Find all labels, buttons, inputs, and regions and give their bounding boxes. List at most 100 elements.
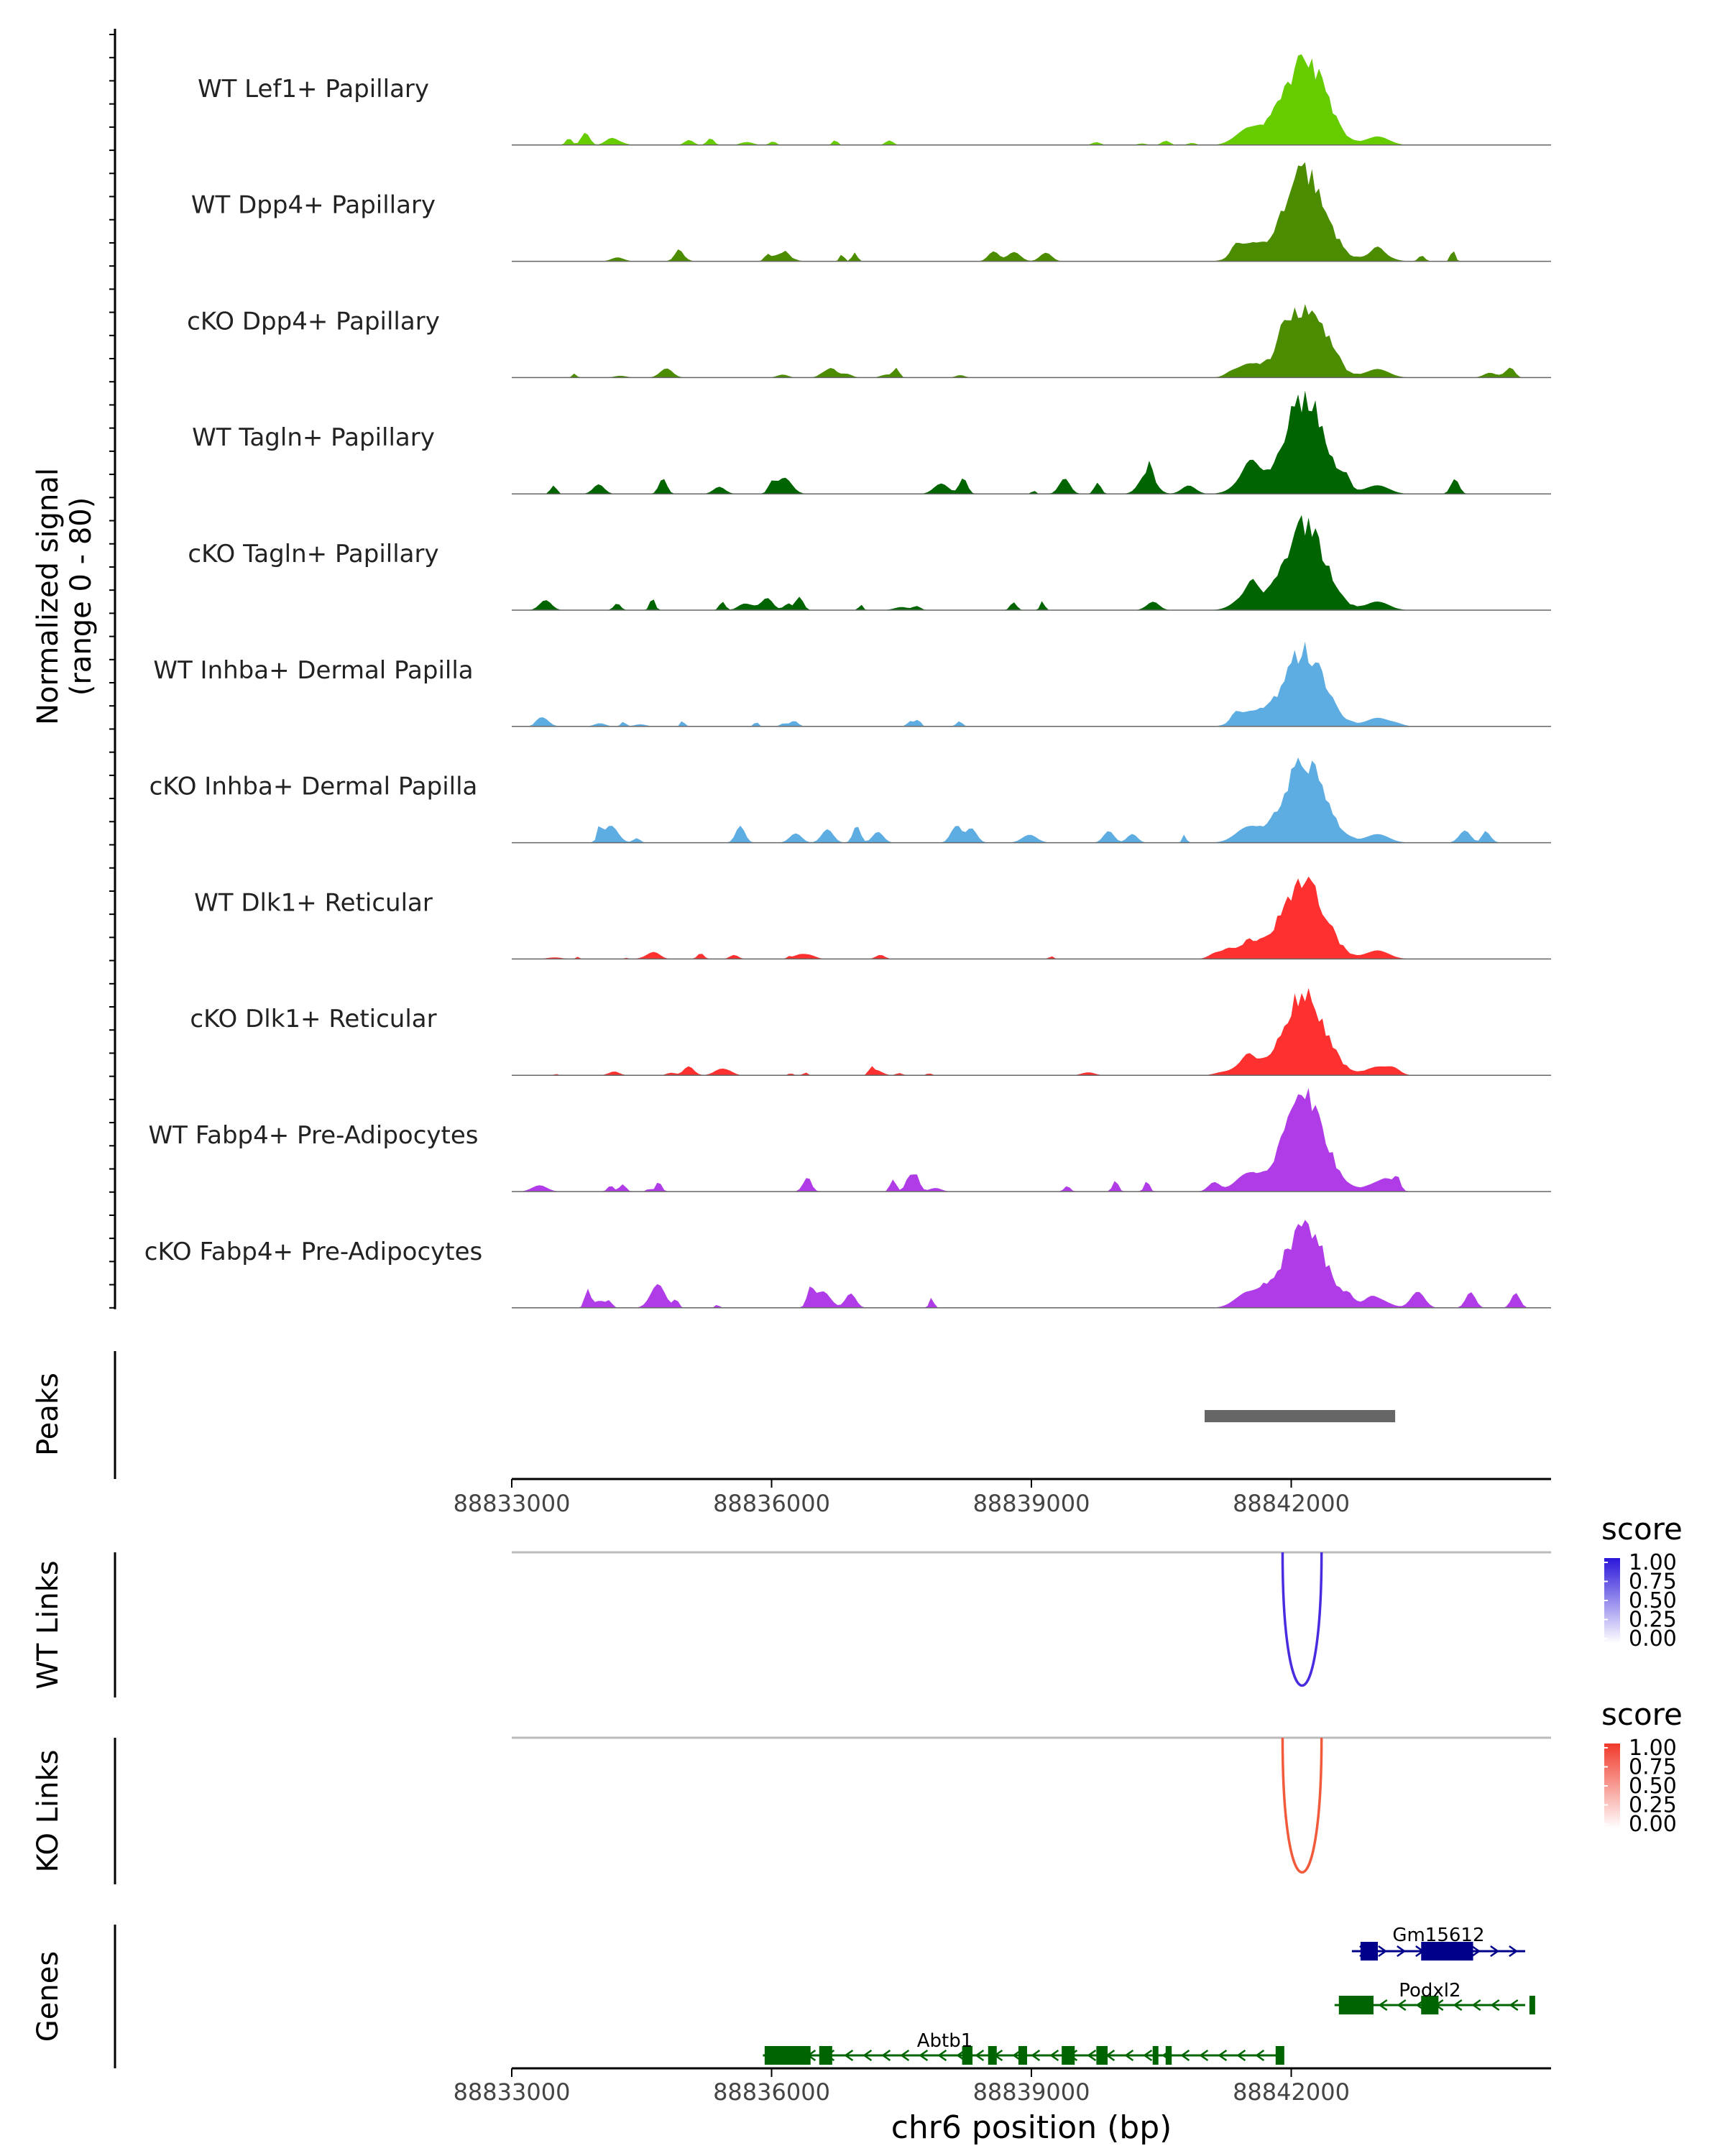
- gene-strand-chevron: [844, 2049, 854, 2062]
- gene-strand-chevron: [1378, 1999, 1388, 2012]
- gene-exon: [819, 2046, 832, 2065]
- coverage-y-title: Normalized signal(range 0 - 80): [32, 468, 98, 725]
- track-label: WT Tagln+ Papillary: [192, 423, 435, 452]
- track-label: WT Fabp4+ Pre-Adipocytes: [149, 1121, 479, 1150]
- coverage-area-11: [512, 1220, 1551, 1308]
- gene-exon: [1275, 2046, 1284, 2065]
- coverage-area-2: [512, 162, 1551, 262]
- coverage-area-9: [512, 987, 1551, 1076]
- links-title: KO Links: [32, 1750, 65, 1873]
- gene-strand-chevron: [975, 2049, 985, 2062]
- legend-title: score: [1601, 1697, 1683, 1732]
- gene-strand-chevron: [1143, 2049, 1153, 2062]
- gene-strand-chevron: [1471, 1999, 1481, 2012]
- gene-exon: [1165, 2046, 1172, 2065]
- links-title: WT Links: [32, 1560, 65, 1689]
- gene-exon: [1421, 1996, 1439, 2014]
- gene-strand-chevron: [1378, 1945, 1388, 1958]
- gene-strand-chevron: [1255, 2049, 1265, 2062]
- legend-tick-label: 0.00: [1629, 1812, 1677, 1837]
- genes-x-tick-label: 88839000: [973, 2078, 1090, 2106]
- x-tick-label: 88833000: [454, 1490, 571, 1517]
- genes-x-tick-label: 88833000: [454, 2078, 571, 2106]
- coverage-area-7: [512, 757, 1551, 843]
- gene-strand-chevron: [1509, 1945, 1519, 1958]
- gene-label: Abtb1: [917, 2030, 973, 2052]
- genes-title: Genes: [32, 1951, 65, 2042]
- track-label: cKO Fabp4+ Pre-Adipocytes: [144, 1238, 483, 1266]
- gene-strand-chevron: [1049, 2049, 1059, 2062]
- peak-region: [1205, 1410, 1396, 1422]
- x-tick-label: 88839000: [973, 1490, 1090, 1517]
- legend-tick-label: 1.00: [1629, 1736, 1677, 1761]
- coverage-y-title-line: (range 0 - 80): [65, 497, 98, 696]
- gene-label: Gm15612: [1392, 1925, 1484, 1946]
- legend-tick-label: 0.25: [1629, 1793, 1677, 1818]
- gene-exon: [1018, 2046, 1027, 2065]
- legend-tick-label: 0.50: [1629, 1588, 1677, 1613]
- gene-strand-chevron: [1490, 1945, 1500, 1958]
- gene-strand-chevron: [1471, 1945, 1481, 1958]
- gene-strand-chevron: [1180, 2049, 1190, 2062]
- gene-strand-chevron: [1397, 1945, 1407, 1958]
- track-label: cKO Dlk1+ Reticular: [190, 1005, 436, 1033]
- coverage-area-1: [512, 54, 1551, 145]
- legend-tick-label: 0.50: [1629, 1774, 1677, 1799]
- gene-strand-chevron: [1236, 2049, 1246, 2062]
- legend-tick-label: 0.00: [1629, 1626, 1677, 1651]
- genes-x-tick-label: 88842000: [1233, 2078, 1350, 2106]
- gene-strand-chevron: [1453, 1999, 1463, 2012]
- legend-tick-label: 0.75: [1629, 1755, 1677, 1780]
- gene-exon: [1152, 2046, 1159, 2065]
- gene-exon: [988, 2046, 997, 2065]
- legend-title: score: [1601, 1511, 1683, 1547]
- gene-strand-chevron: [900, 2049, 910, 2062]
- legend-tick-label: 0.25: [1629, 1608, 1677, 1633]
- gene-exon: [1096, 2046, 1108, 2065]
- gene-strand-chevron: [1490, 1999, 1500, 2012]
- peaks-panel: Peaks 88833000 88836000 88839000 88842000: [32, 1351, 1551, 1517]
- coverage-area-4: [512, 390, 1551, 494]
- track-label: cKO Inhba+ Dermal Papilla: [150, 773, 478, 801]
- legend-tick-label: 1.00: [1629, 1550, 1677, 1575]
- legend-colorbar: [1604, 1743, 1620, 1828]
- gene-exon: [1360, 1942, 1378, 1961]
- gene-strand-chevron: [937, 2049, 947, 2062]
- gene-exon: [764, 2046, 811, 2065]
- track-label: cKO Dpp4+ Papillary: [187, 307, 440, 336]
- legend-colorbar: [1604, 1558, 1620, 1643]
- gene-strand-chevron: [919, 2049, 929, 2062]
- legend-tick-label: 0.75: [1629, 1570, 1677, 1595]
- x-tick-label: 88842000: [1233, 1490, 1350, 1517]
- coverage-area-3: [512, 304, 1551, 378]
- track-label: WT Dpp4+ Papillary: [191, 191, 436, 220]
- coverage-area-8: [512, 876, 1551, 959]
- gene-strand-chevron: [1397, 1999, 1407, 2012]
- gene-exon: [1529, 1996, 1535, 2014]
- coverage-y-title-line: Normalized signal: [32, 468, 65, 725]
- coverage-area-6: [512, 641, 1551, 727]
- gene-strand-chevron: [1218, 2049, 1228, 2062]
- genes-panel: Genes Gm15612 Podxl2 Abtb1 88833000 88836000 8…: [32, 1925, 1551, 2146]
- gene-exon: [1338, 1996, 1374, 2014]
- genes-x-tick-label: 88836000: [713, 2078, 830, 2106]
- gene-strand-chevron: [1199, 2049, 1209, 2062]
- link-arc: [1281, 1737, 1323, 1874]
- peaks-title: Peaks: [32, 1373, 65, 1456]
- x-tick-label: 88836000: [713, 1490, 830, 1517]
- gene-strand-chevron: [1509, 1999, 1519, 2012]
- gene-strand-chevron: [862, 2049, 873, 2062]
- track-label: WT Inhba+ Dermal Papilla: [153, 656, 473, 685]
- track-label: WT Dlk1+ Reticular: [194, 888, 433, 917]
- gene-strand-chevron: [1031, 2049, 1041, 2062]
- gene-strand-chevron: [881, 2049, 891, 2062]
- gene-exon: [1421, 1942, 1473, 1961]
- gene-strand-chevron: [1087, 2049, 1097, 2062]
- coverage-area-5: [512, 515, 1551, 610]
- gene-label: Podxl2: [1399, 1980, 1460, 2001]
- track-label: WT Lef1+ Papillary: [198, 75, 429, 103]
- x-axis-title: chr6 position (bp): [891, 2109, 1172, 2146]
- track-label: cKO Tagln+ Papillary: [188, 540, 438, 568]
